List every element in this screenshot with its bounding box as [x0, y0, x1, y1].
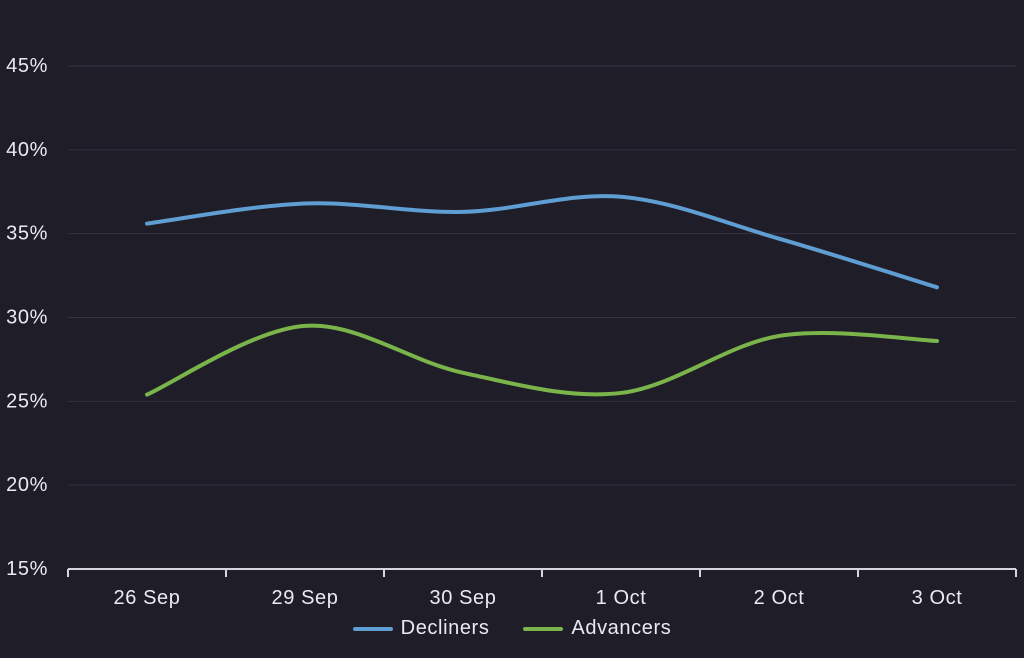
- legend-item-decliners[interactable]: Decliners: [352, 617, 490, 640]
- y-tick-label-15: 15%: [6, 558, 48, 580]
- y-axis-labels: 15% 20% 25% 30% 35% 40% 45%: [6, 55, 48, 580]
- advancers-line-swatch: [523, 626, 564, 631]
- legend: Decliners Advancers: [0, 617, 1024, 640]
- x-axis: [67, 568, 1017, 577]
- legend-item-advancers[interactable]: Advancers: [523, 617, 671, 640]
- x-tick-label-29-sep: 29 Sep: [272, 587, 339, 609]
- data-series: [145, 194, 939, 397]
- x-tick-label-26-sep: 26 Sep: [114, 587, 181, 609]
- decliners-line-swatch: [352, 626, 393, 631]
- y-tick-label-35: 35%: [6, 223, 48, 245]
- x-tick-label-3-oct: 3 Oct: [912, 587, 963, 609]
- advancers-line: [145, 323, 939, 397]
- decliners-line: [145, 194, 939, 290]
- y-tick-label-20: 20%: [6, 474, 48, 496]
- x-tick-label-1-oct: 1 Oct: [596, 587, 647, 609]
- decliners-legend-label: Decliners: [400, 617, 490, 639]
- y-tick-label-40: 40%: [6, 139, 48, 161]
- x-tick-label-30-sep: 30 Sep: [430, 587, 497, 609]
- x-tick-label-2-oct: 2 Oct: [754, 587, 805, 609]
- x-axis-labels: 26 Sep 29 Sep 30 Sep 1 Oct 2 Oct 3 Oct: [114, 587, 963, 609]
- y-tick-label-45: 45%: [6, 55, 48, 77]
- advancers-legend-label: Advancers: [571, 617, 672, 639]
- y-tick-label-25: 25%: [6, 390, 48, 412]
- y-tick-label-30: 30%: [6, 307, 48, 329]
- gridlines: [68, 65, 1016, 486]
